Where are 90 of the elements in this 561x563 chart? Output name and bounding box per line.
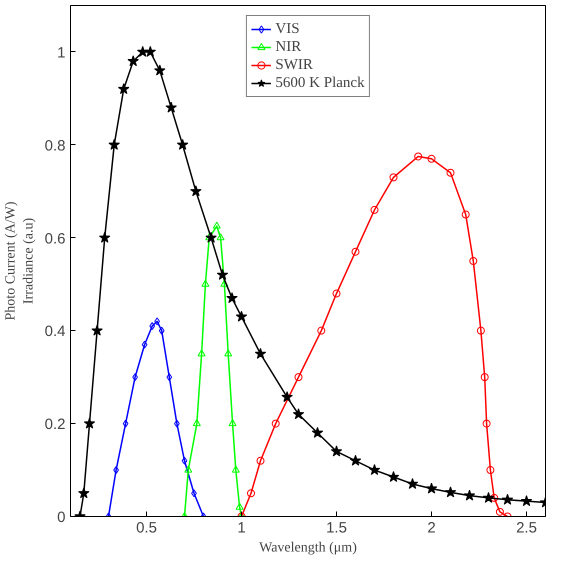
point (226, 292, 238, 304)
point (154, 317, 160, 326)
legend-label: VIS (275, 20, 300, 38)
point (426, 482, 438, 494)
y-tick-label: 0.2 (44, 416, 66, 434)
point (91, 324, 103, 336)
point (84, 418, 96, 429)
point (444, 486, 456, 498)
point (292, 408, 304, 420)
point (236, 310, 248, 322)
point (192, 419, 201, 426)
point (414, 152, 422, 160)
point (158, 326, 165, 335)
point (132, 373, 138, 382)
point (462, 210, 470, 219)
point (165, 102, 177, 113)
point (520, 495, 532, 506)
point (216, 268, 228, 280)
point (190, 185, 202, 196)
point (350, 454, 362, 466)
point (496, 508, 504, 516)
point (236, 502, 244, 510)
point (191, 489, 197, 498)
point (469, 257, 478, 265)
point (228, 419, 237, 426)
point (182, 456, 188, 465)
point (476, 326, 485, 335)
legend-label: NIR (275, 38, 302, 56)
point (390, 173, 398, 182)
point (370, 206, 378, 214)
x-tick-label: 0.5 (136, 520, 157, 536)
point (212, 222, 221, 229)
point (406, 478, 418, 489)
point (294, 373, 302, 382)
point (256, 456, 264, 465)
point (224, 349, 232, 356)
x-tick-label: 2.5 (516, 520, 537, 536)
point (127, 55, 139, 66)
y-tick-label: 1 (57, 44, 66, 62)
point (368, 464, 380, 475)
y-tick-label: 0.8 (44, 137, 66, 154)
point (486, 466, 494, 474)
y-tick-label: 0.4 (44, 323, 66, 340)
point (502, 494, 514, 505)
point (198, 349, 206, 356)
x-axis-title: Wavelength (μm) (259, 540, 358, 556)
point (330, 445, 342, 456)
point (166, 373, 172, 382)
point (332, 290, 340, 298)
point (176, 138, 188, 150)
point (174, 420, 180, 428)
point (464, 490, 476, 501)
y-axis-title: Photo Current (A/W) Irradiance (a.u) (4, 201, 37, 320)
point (113, 466, 119, 474)
point (108, 138, 120, 150)
point (142, 340, 148, 349)
point (122, 420, 128, 428)
point (312, 426, 324, 438)
point (216, 233, 225, 240)
y-tick-label: 0 (57, 509, 66, 526)
point (144, 46, 156, 57)
point (149, 322, 156, 330)
legend-label: 5600 K Planck (275, 74, 365, 92)
x-tick-label: 2 (427, 520, 436, 536)
point (254, 348, 266, 359)
point (428, 154, 436, 163)
point (205, 232, 217, 243)
y-tick-label: 0.6 (44, 230, 66, 248)
legend-label: SWIR (275, 56, 313, 74)
point (78, 487, 90, 498)
point (388, 471, 400, 482)
point (118, 83, 130, 94)
point (317, 326, 326, 335)
point (98, 232, 110, 243)
point (201, 280, 210, 287)
point (220, 280, 228, 287)
point (482, 492, 494, 503)
point (482, 420, 491, 428)
point (232, 466, 240, 473)
x-tick-label: 1.5 (326, 520, 347, 536)
point (247, 489, 255, 498)
point (272, 420, 280, 428)
point (184, 466, 192, 473)
point (352, 248, 360, 256)
x-tick-label: 1 (237, 520, 246, 536)
point (446, 168, 454, 177)
point (154, 64, 166, 76)
point (480, 373, 489, 382)
point (490, 494, 498, 502)
point (281, 391, 293, 402)
